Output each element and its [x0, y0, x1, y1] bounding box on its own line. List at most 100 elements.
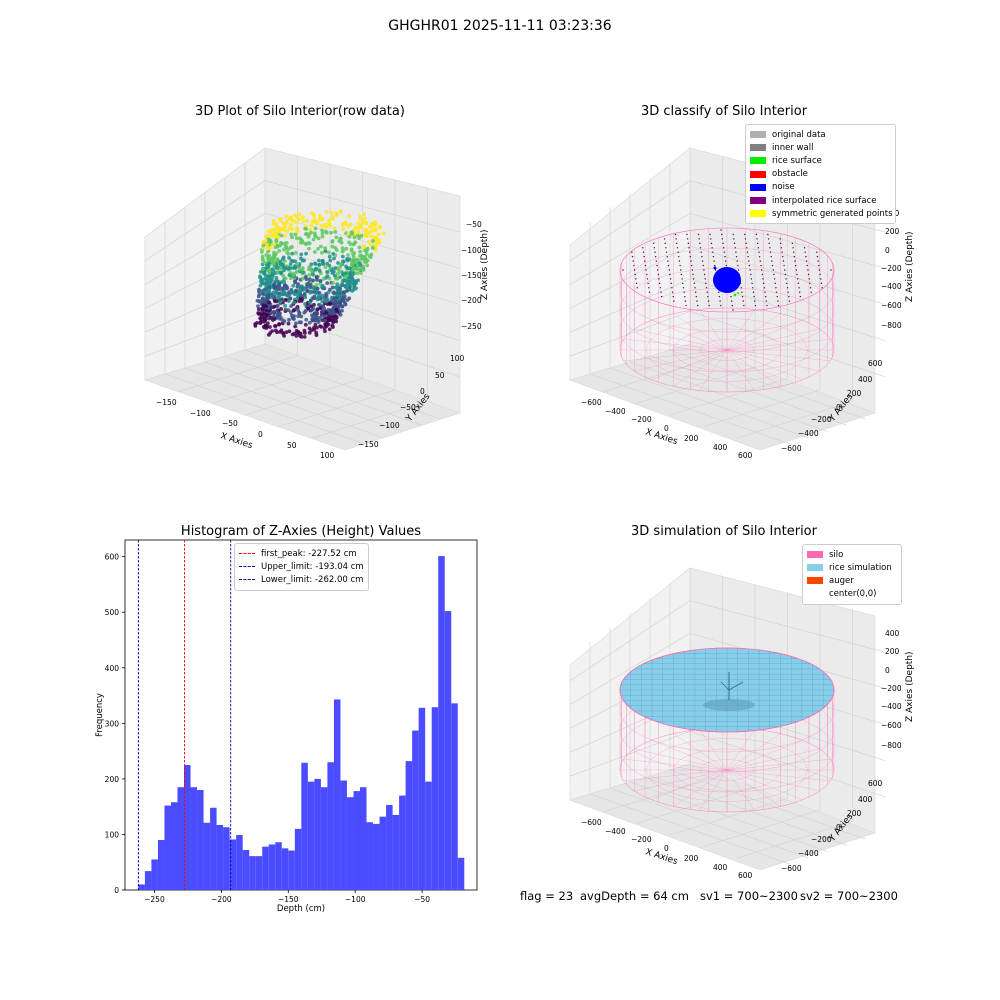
point-cloud-point: [300, 258, 305, 263]
point-cloud-point: [333, 266, 337, 271]
point-cloud-point: [275, 270, 280, 275]
surface-dot: [805, 255, 807, 258]
surface-dot: [732, 309, 734, 311]
surface-dot: [744, 233, 746, 236]
surface-dot: [763, 287, 766, 289]
surface-dot: [723, 251, 726, 253]
point-cloud-point: [310, 307, 315, 312]
surface-dot: [777, 300, 779, 302]
surface-dot: [810, 291, 812, 293]
point-cloud-point: [310, 318, 315, 323]
surface-dot: [793, 255, 796, 258]
histogram-bar: [288, 850, 295, 890]
surface-dot: [724, 260, 727, 262]
surface-dot: [830, 269, 832, 271]
surface-dot: [660, 295, 663, 298]
surface-dot: [725, 264, 728, 267]
point-cloud-point: [350, 230, 355, 235]
point-cloud-point: [350, 288, 355, 293]
p2-ztick: 200: [885, 227, 900, 236]
panel1-title: 3D Plot of Silo Interior(row data): [195, 104, 405, 119]
surface-dot: [816, 251, 818, 253]
point-cloud-point: [356, 221, 361, 226]
point-cloud-point: [288, 296, 293, 301]
point-cloud-point: [331, 280, 335, 285]
p4-ztick: 400: [885, 629, 900, 638]
legend-item: original data: [750, 128, 891, 141]
point-cloud-point: [338, 269, 343, 274]
legend-item: inner wall: [750, 141, 891, 154]
point-cloud-point: [313, 322, 318, 327]
surface-dot: [758, 255, 761, 258]
point-cloud-point: [289, 215, 293, 219]
point-cloud-point: [314, 283, 319, 287]
p4-ztick: 200: [885, 647, 900, 656]
surface-dot: [668, 269, 670, 271]
point-cloud-point: [317, 290, 322, 295]
point-cloud-point: [358, 214, 362, 219]
point-cloud-point: [329, 211, 334, 215]
point-cloud-point: [283, 233, 287, 238]
surface-dot: [792, 247, 794, 249]
point-cloud-point: [352, 228, 357, 233]
legend-swatch: [807, 577, 823, 585]
p1-xtick: −50: [222, 419, 238, 428]
point-cloud-point: [258, 274, 262, 279]
surface-dot: [653, 247, 656, 249]
point-cloud-point: [272, 317, 277, 321]
surface-dot: [794, 260, 796, 262]
surface-dot: [764, 291, 766, 293]
surface-dot: [696, 304, 699, 307]
point-cloud-point: [253, 322, 258, 326]
panel1-3d-plot: −150 −100 −50 0 50 100 100 50 0 −50 −100…: [143, 147, 490, 460]
surface-dot: [701, 255, 703, 258]
point-cloud-point: [340, 281, 345, 286]
point-cloud-point: [307, 320, 312, 325]
point-cloud-point: [334, 319, 339, 324]
footer-flag: flag = 23: [520, 889, 574, 903]
p2-ztick: −600: [881, 301, 902, 310]
point-cloud-point: [326, 290, 331, 295]
point-cloud-point: [319, 324, 324, 329]
surface-dot: [688, 251, 691, 253]
histogram-bar: [164, 805, 171, 890]
p1-zlabel: Z Axies (Depth): [480, 229, 490, 300]
surface-dot: [645, 269, 647, 271]
p2-xtick: 600: [738, 451, 753, 460]
point-cloud-point: [304, 251, 308, 256]
histogram-bar: [412, 730, 419, 890]
surface-dot: [752, 287, 754, 289]
surface-dot: [714, 269, 717, 271]
point-cloud-point: [299, 320, 303, 325]
point-cloud-point: [303, 232, 308, 236]
surface-dot: [686, 233, 688, 236]
point-cloud-point: [343, 302, 348, 307]
point-cloud-point: [349, 247, 354, 252]
point-cloud-point: [261, 258, 265, 263]
p4-zlabel: Z Axies (Depth): [905, 651, 915, 722]
point-cloud-point: [294, 306, 299, 311]
point-cloud-point: [315, 286, 320, 291]
histogram-bar: [314, 778, 321, 890]
point-cloud-point: [310, 269, 315, 274]
surface-dot: [720, 304, 722, 307]
point-cloud-point: [310, 272, 315, 277]
surface-dot: [762, 282, 765, 285]
p2-xtick: −200: [631, 415, 652, 424]
histogram-bar: [438, 556, 445, 890]
surface-dot: [680, 273, 683, 276]
point-cloud-point: [291, 308, 296, 313]
point-cloud-point: [259, 250, 264, 254]
point-cloud-point: [275, 258, 280, 263]
surface-dot: [769, 247, 771, 249]
point-cloud-point: [337, 304, 342, 308]
p4-xtick: 600: [738, 871, 753, 880]
point-cloud-point: [334, 212, 339, 216]
point-cloud-point: [321, 276, 326, 281]
surface-dot: [646, 278, 649, 280]
point-cloud-point: [308, 283, 313, 287]
point-cloud-point: [303, 322, 308, 327]
point-cloud-point: [328, 302, 333, 307]
point-cloud-point: [325, 281, 330, 286]
p4-ytick: −200: [811, 835, 832, 844]
